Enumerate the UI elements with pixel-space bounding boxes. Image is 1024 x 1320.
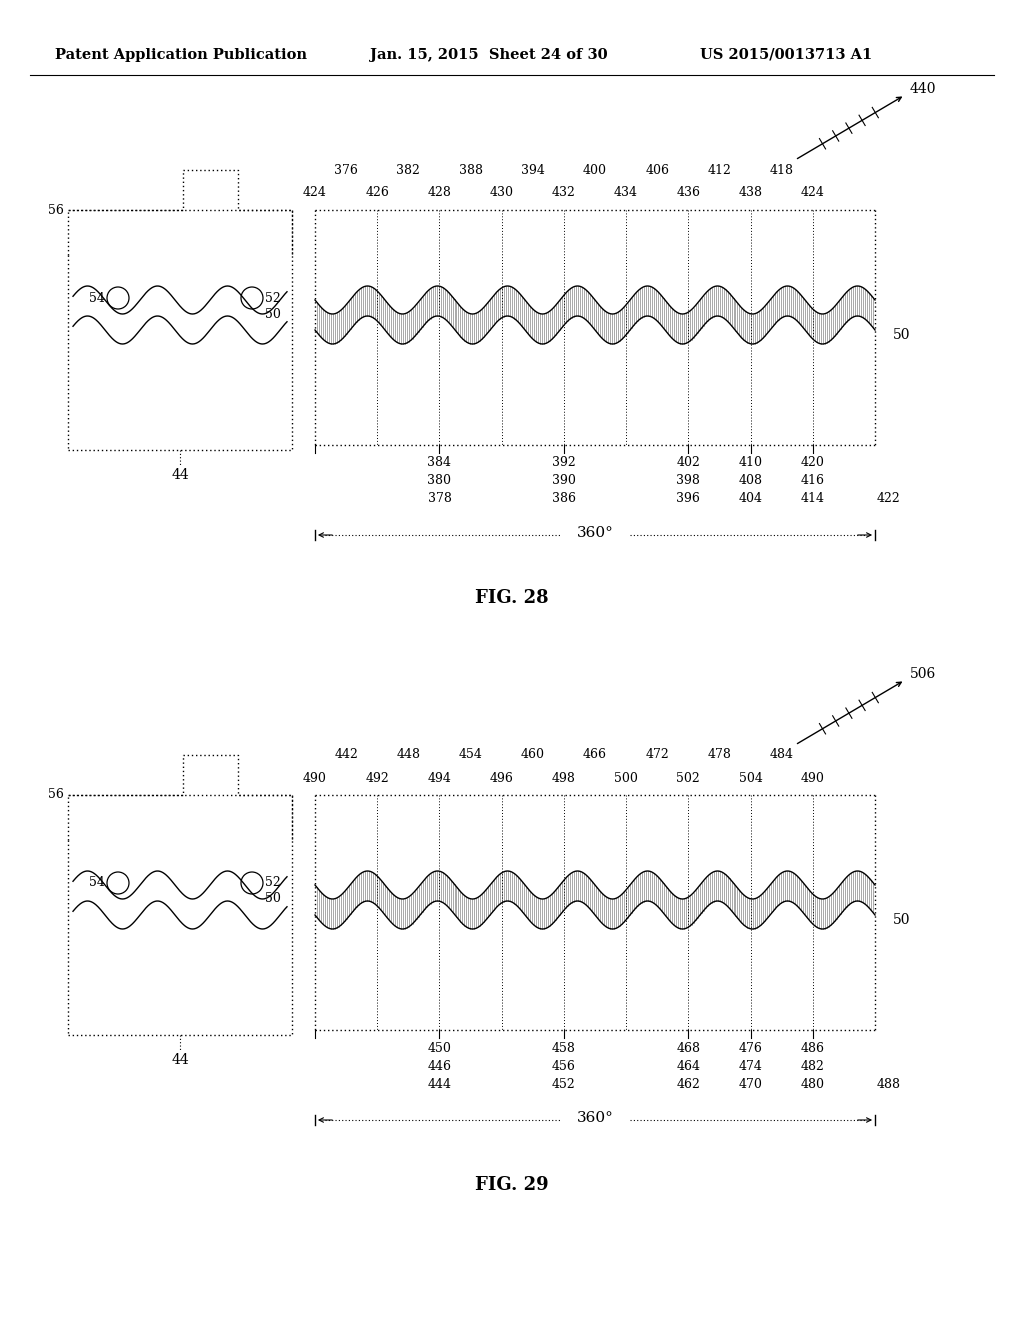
- Text: 420: 420: [801, 457, 824, 470]
- Text: 54: 54: [89, 876, 105, 890]
- Text: 50: 50: [893, 913, 910, 927]
- Text: 396: 396: [677, 492, 700, 506]
- Text: 454: 454: [459, 748, 482, 762]
- Text: 474: 474: [738, 1060, 763, 1072]
- Text: 450: 450: [427, 1041, 452, 1055]
- Text: 360°: 360°: [577, 1111, 613, 1125]
- Text: 50: 50: [265, 308, 281, 321]
- Text: 494: 494: [427, 771, 452, 784]
- Text: 468: 468: [676, 1041, 700, 1055]
- Text: 382: 382: [396, 164, 420, 177]
- Text: 482: 482: [801, 1060, 824, 1072]
- Text: 52: 52: [265, 292, 281, 305]
- Text: 490: 490: [801, 771, 824, 784]
- Text: US 2015/0013713 A1: US 2015/0013713 A1: [700, 48, 872, 62]
- Text: 436: 436: [676, 186, 700, 199]
- Text: 376: 376: [334, 164, 358, 177]
- Text: 424: 424: [303, 186, 327, 199]
- Text: 388: 388: [459, 164, 482, 177]
- Text: 472: 472: [645, 748, 669, 762]
- Text: 422: 422: [877, 492, 901, 506]
- Text: 392: 392: [552, 457, 575, 470]
- Text: 50: 50: [265, 892, 281, 906]
- Text: 54: 54: [89, 292, 105, 305]
- Text: 52: 52: [265, 876, 281, 890]
- Text: 408: 408: [738, 474, 763, 487]
- Text: 50: 50: [893, 327, 910, 342]
- Text: 390: 390: [552, 474, 575, 487]
- Text: 466: 466: [583, 748, 607, 762]
- Text: 44: 44: [171, 469, 188, 482]
- Text: 504: 504: [738, 771, 763, 784]
- Text: 456: 456: [552, 1060, 575, 1072]
- Text: 506: 506: [910, 667, 936, 681]
- Text: 394: 394: [521, 164, 545, 177]
- Text: 470: 470: [738, 1077, 763, 1090]
- Text: 492: 492: [366, 771, 389, 784]
- Text: 452: 452: [552, 1077, 575, 1090]
- Text: 378: 378: [427, 492, 452, 506]
- Text: 496: 496: [489, 771, 514, 784]
- Text: 410: 410: [738, 457, 763, 470]
- Text: 478: 478: [708, 748, 731, 762]
- Text: 446: 446: [427, 1060, 452, 1072]
- Text: 476: 476: [738, 1041, 763, 1055]
- Text: 486: 486: [801, 1041, 824, 1055]
- Text: 404: 404: [738, 492, 763, 506]
- Text: 448: 448: [396, 748, 420, 762]
- Text: 444: 444: [427, 1077, 452, 1090]
- Text: 56: 56: [48, 788, 63, 801]
- Text: 484: 484: [770, 748, 794, 762]
- Text: 428: 428: [427, 186, 452, 199]
- Text: 360°: 360°: [577, 525, 613, 540]
- Text: 400: 400: [583, 164, 607, 177]
- Text: FIG. 28: FIG. 28: [475, 589, 549, 607]
- Text: 414: 414: [801, 492, 824, 506]
- Text: 462: 462: [677, 1077, 700, 1090]
- Text: 398: 398: [677, 474, 700, 487]
- Text: 418: 418: [770, 164, 794, 177]
- Text: 426: 426: [366, 186, 389, 199]
- Text: 416: 416: [801, 474, 824, 487]
- Text: 402: 402: [677, 457, 700, 470]
- Text: 490: 490: [303, 771, 327, 784]
- Text: 460: 460: [521, 748, 545, 762]
- Text: 488: 488: [877, 1077, 901, 1090]
- Text: 500: 500: [614, 771, 638, 784]
- Text: 56: 56: [48, 203, 63, 216]
- Text: 432: 432: [552, 186, 575, 199]
- Text: 412: 412: [708, 164, 731, 177]
- Text: 384: 384: [427, 457, 452, 470]
- Text: 44: 44: [171, 1053, 188, 1067]
- Text: Jan. 15, 2015  Sheet 24 of 30: Jan. 15, 2015 Sheet 24 of 30: [370, 48, 607, 62]
- Text: 458: 458: [552, 1041, 575, 1055]
- Text: 502: 502: [677, 771, 700, 784]
- Text: 442: 442: [334, 748, 358, 762]
- Text: 430: 430: [489, 186, 514, 199]
- Text: 480: 480: [801, 1077, 824, 1090]
- Text: 464: 464: [676, 1060, 700, 1072]
- Text: Patent Application Publication: Patent Application Publication: [55, 48, 307, 62]
- Text: 498: 498: [552, 771, 575, 784]
- Text: 440: 440: [910, 82, 937, 96]
- Text: 434: 434: [614, 186, 638, 199]
- Text: 438: 438: [738, 186, 763, 199]
- Text: 424: 424: [801, 186, 824, 199]
- Text: 386: 386: [552, 492, 575, 506]
- Text: 380: 380: [427, 474, 452, 487]
- Text: 406: 406: [645, 164, 670, 177]
- Text: FIG. 29: FIG. 29: [475, 1176, 549, 1195]
